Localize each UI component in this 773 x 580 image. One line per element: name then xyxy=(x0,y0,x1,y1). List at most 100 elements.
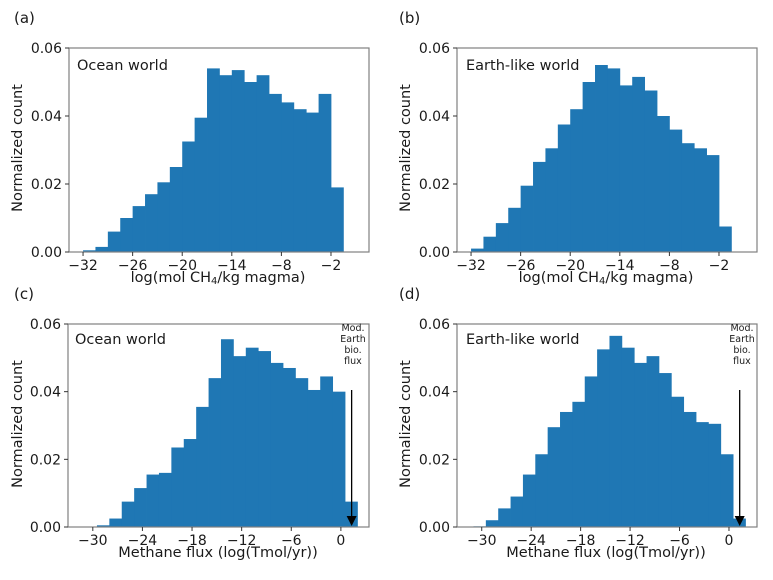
histogram-bar xyxy=(332,391,346,527)
y-tick-label: 0.02 xyxy=(31,177,62,193)
histogram-bar xyxy=(171,447,185,527)
histogram-bar xyxy=(632,76,646,253)
annotation-line: Mod. xyxy=(341,323,365,334)
histogram-bar xyxy=(220,339,234,527)
panel-label: (d) xyxy=(399,285,421,303)
histogram-bar xyxy=(718,226,732,252)
histogram-bar xyxy=(283,367,296,527)
panel-label: (a) xyxy=(14,9,35,27)
histogram-bar xyxy=(258,351,271,527)
y-tick-label: 0.04 xyxy=(31,109,62,125)
x-tick-label: −8 xyxy=(271,258,292,274)
x-tick-label: −8 xyxy=(659,258,680,274)
histogram-bar xyxy=(95,246,109,252)
annotation-mod-earth-bio-flux: Mod. Earth bio. flux xyxy=(333,323,373,367)
panel-title: Ocean world xyxy=(75,332,166,348)
histogram-bar xyxy=(183,439,197,527)
histogram-bar xyxy=(485,520,499,527)
x-tick-label: −30 xyxy=(467,533,497,549)
x-axis-label: log(mol CH4/kg magma) xyxy=(88,270,348,287)
histogram-bar xyxy=(96,525,110,527)
x-tick-label: −26 xyxy=(506,258,536,274)
histogram-bar xyxy=(681,143,695,252)
x-tick-label: −14 xyxy=(605,258,635,274)
histogram-bar xyxy=(320,376,334,527)
histogram-plot: −30 −24 −18 −12 −6 0 0.00 0.02 0.04 0.06 xyxy=(419,317,758,549)
annotation-mod-earth-bio-flux: Mod. Earth bio. flux xyxy=(722,323,762,367)
histogram-bar xyxy=(306,112,319,252)
histogram-bar xyxy=(158,472,172,527)
x-tick-label: −32 xyxy=(456,258,486,274)
histogram-bar xyxy=(233,356,247,527)
axes-frame xyxy=(456,47,758,253)
x-tick-label: −6 xyxy=(669,533,690,549)
panel-c: (c) −30 −24 −18 −12 −6 0 0.00 0.02 0.04 0.06 Ocea… xyxy=(0,276,386,566)
panel-label: (b) xyxy=(399,9,421,27)
y-tick-label: 0.06 xyxy=(419,317,450,333)
y-tick-label: 0.02 xyxy=(30,452,61,468)
histogram-bar xyxy=(169,167,183,252)
y-tick-label: 0.04 xyxy=(419,385,450,401)
histogram-bar xyxy=(669,129,683,252)
x-tick-label: −24 xyxy=(516,533,546,549)
annotation-line: bio. xyxy=(733,345,751,356)
histogram-bar xyxy=(495,223,509,252)
histogram-bar xyxy=(621,347,635,527)
histogram-bar xyxy=(145,194,158,252)
x-axis-label: Methane flux (log(Tmol/yr)) xyxy=(118,545,318,561)
x-tick-label: −18 xyxy=(566,533,596,549)
histogram-bar xyxy=(557,124,571,252)
histogram-bar xyxy=(508,207,522,252)
histogram-bar xyxy=(694,148,707,252)
histogram-bar xyxy=(607,68,621,253)
histogram-bar xyxy=(245,347,259,527)
annotation-line: Earth xyxy=(729,334,755,345)
x-tick-label: −24 xyxy=(128,533,158,549)
histogram-bar xyxy=(109,518,123,527)
histogram-bar xyxy=(330,187,344,252)
y-tick-label: 0.06 xyxy=(31,41,62,57)
histogram-bar xyxy=(293,109,307,252)
histogram-bar xyxy=(535,454,549,527)
panel-a: (a) −32 −26 −20 −14 −8 −2 0.00 0.02 0.04 0.06 Oce… xyxy=(0,0,386,290)
histogram-bar xyxy=(708,423,722,527)
annotation-line: Earth xyxy=(340,334,366,345)
x-tick-label: −12 xyxy=(227,533,257,549)
x-tick-label: −26 xyxy=(118,258,148,274)
y-tick-label: 0.00 xyxy=(30,520,61,536)
annotation-line: flux xyxy=(733,356,751,367)
histogram-bar xyxy=(595,65,608,252)
histogram-bar xyxy=(157,182,171,252)
histogram-bar xyxy=(498,508,511,527)
y-tick-label: 0.06 xyxy=(419,41,450,57)
x-axis-label: log(mol CH4/kg magma) xyxy=(476,270,736,287)
y-tick-label: 0.00 xyxy=(419,245,450,261)
histogram-bar xyxy=(696,422,709,527)
histogram-bar xyxy=(196,406,209,527)
histogram-bar xyxy=(609,335,623,527)
x-tick-label: 0 xyxy=(725,533,734,549)
x-axis-label-pre: log(mol CH xyxy=(518,270,600,286)
annotation-arrow-head-icon xyxy=(346,516,357,526)
axes-frame xyxy=(67,323,370,528)
histogram-bar xyxy=(619,85,633,253)
x-axis-label-pre: log(mol CH xyxy=(130,270,212,286)
x-tick-label: −32 xyxy=(68,258,98,274)
y-axis-label: Normalized count xyxy=(10,84,26,212)
histogram-bar xyxy=(270,362,284,527)
histogram-bar xyxy=(570,109,584,252)
histogram-bar xyxy=(244,82,258,252)
x-tick-label: −12 xyxy=(615,533,645,549)
y-axis-label: Normalized count xyxy=(10,360,26,488)
histogram-bar xyxy=(522,474,536,527)
x-tick-label: −6 xyxy=(281,533,302,549)
annotation-line: bio. xyxy=(344,345,362,356)
histogram-bar xyxy=(256,75,270,252)
histogram-bar xyxy=(547,427,561,527)
histogram-bar xyxy=(281,102,295,253)
histogram-bar xyxy=(134,488,147,527)
y-tick-label: 0.00 xyxy=(31,245,62,261)
histogram-bar xyxy=(644,90,658,252)
x-tick-label: −20 xyxy=(167,258,197,274)
histogram-plot: −30 −24 −18 −12 −6 0 0.00 0.02 0.04 0.06 xyxy=(30,317,370,549)
